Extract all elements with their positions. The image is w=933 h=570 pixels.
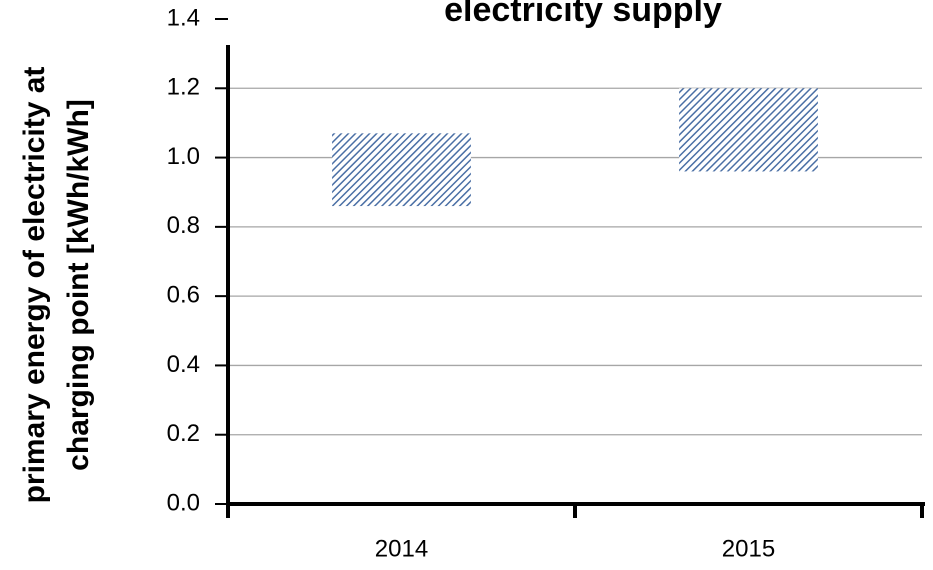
y-axis-label: primary energy of electricity at <box>18 67 51 504</box>
y-tick-label: 1.4 <box>167 4 200 31</box>
chart-title: electricity supply <box>444 0 722 29</box>
y-tick-label: 1.0 <box>167 143 200 170</box>
y-axis-label: charging point [kWh/kWh] <box>62 99 95 471</box>
y-tick-label: 0.2 <box>167 420 200 447</box>
y-tick-label: 0.8 <box>167 212 200 239</box>
x-tick-label: 2014 <box>375 535 428 562</box>
y-tick-label: 0.4 <box>167 351 200 378</box>
y-tick-label: 0.0 <box>167 489 200 516</box>
y-tick-label: 0.6 <box>167 281 200 308</box>
y-tick-label: 1.2 <box>167 74 200 101</box>
range-bar <box>332 133 471 207</box>
range-bar <box>679 88 818 172</box>
x-tick-label: 2015 <box>722 535 775 562</box>
